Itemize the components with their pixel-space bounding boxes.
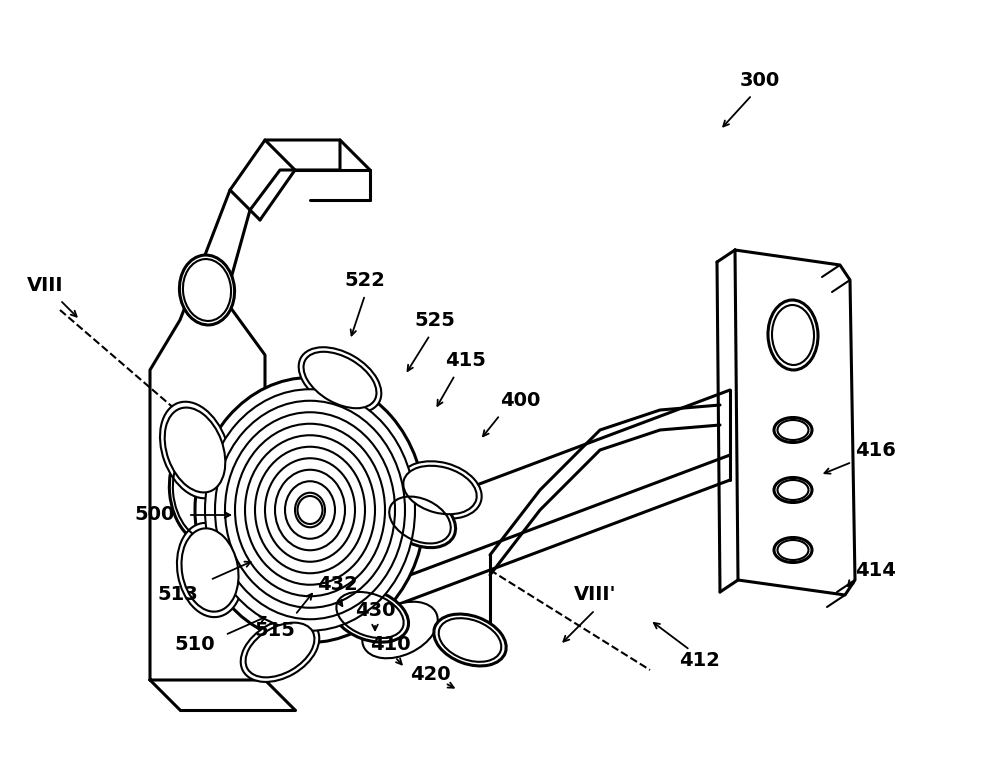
Ellipse shape	[169, 435, 245, 545]
Text: VIII': VIII'	[574, 585, 616, 604]
Text: 430: 430	[355, 601, 395, 620]
Text: 300: 300	[740, 70, 780, 89]
Text: VIII: VIII	[27, 276, 63, 294]
Ellipse shape	[181, 529, 239, 612]
Text: 414: 414	[855, 561, 895, 580]
Ellipse shape	[299, 347, 381, 413]
Ellipse shape	[160, 402, 230, 498]
Ellipse shape	[215, 401, 405, 620]
Ellipse shape	[774, 478, 812, 503]
Ellipse shape	[403, 466, 477, 514]
Ellipse shape	[246, 623, 314, 678]
Ellipse shape	[241, 618, 319, 682]
Text: 415: 415	[445, 351, 485, 370]
Ellipse shape	[165, 407, 225, 493]
Ellipse shape	[331, 588, 409, 643]
Ellipse shape	[774, 538, 812, 562]
Text: 412: 412	[680, 650, 720, 669]
Ellipse shape	[362, 602, 438, 659]
Ellipse shape	[177, 523, 243, 617]
Ellipse shape	[235, 424, 385, 596]
Ellipse shape	[304, 351, 376, 408]
Ellipse shape	[298, 496, 323, 524]
Text: 410: 410	[370, 636, 410, 655]
Text: 513: 513	[158, 585, 198, 604]
Ellipse shape	[285, 481, 335, 539]
Ellipse shape	[265, 458, 355, 562]
Text: 400: 400	[500, 390, 540, 410]
Ellipse shape	[255, 447, 365, 573]
Text: 420: 420	[410, 665, 450, 685]
Text: 522: 522	[345, 270, 385, 290]
Ellipse shape	[245, 435, 375, 584]
Text: 500: 500	[135, 506, 175, 525]
Ellipse shape	[295, 493, 325, 527]
Ellipse shape	[434, 614, 506, 666]
Ellipse shape	[225, 413, 395, 607]
Ellipse shape	[768, 300, 818, 370]
Text: 432: 432	[317, 575, 357, 594]
Text: 416: 416	[855, 441, 895, 459]
Ellipse shape	[275, 470, 345, 550]
Ellipse shape	[195, 377, 425, 643]
Ellipse shape	[179, 255, 235, 325]
Text: 510: 510	[175, 636, 215, 655]
Ellipse shape	[398, 461, 482, 519]
Text: 525: 525	[415, 310, 455, 329]
Ellipse shape	[384, 492, 456, 548]
Text: 515: 515	[255, 620, 295, 639]
Ellipse shape	[205, 389, 415, 631]
Ellipse shape	[774, 417, 812, 442]
